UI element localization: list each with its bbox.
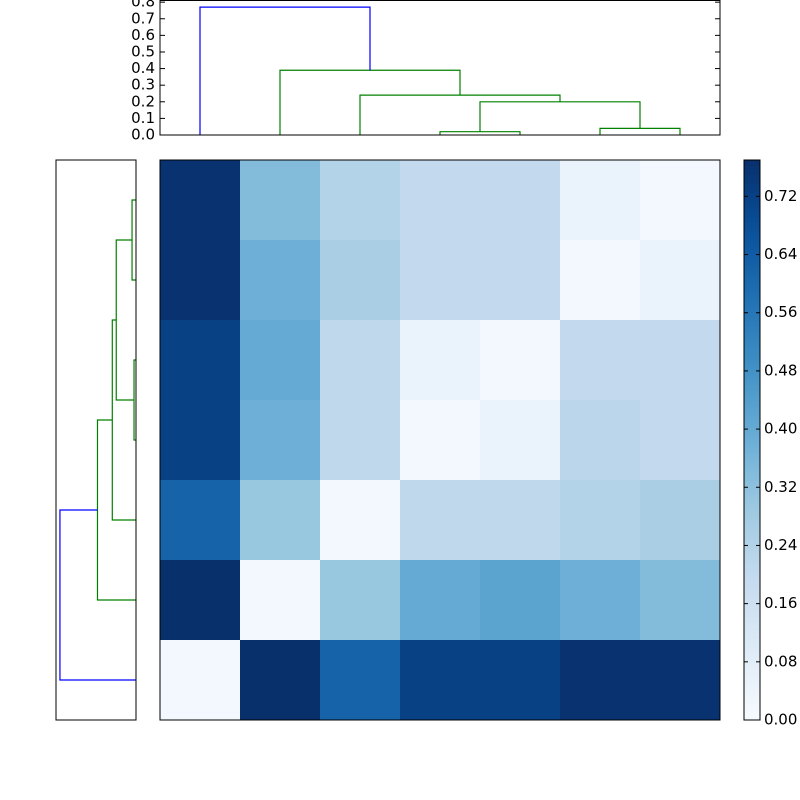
heatmap-cell bbox=[480, 400, 561, 481]
heatmap-cell bbox=[560, 160, 641, 241]
heatmap-cell bbox=[400, 560, 481, 641]
heatmap-cell bbox=[240, 240, 321, 321]
y-tick-label: 0.0 bbox=[131, 126, 155, 144]
heatmap-cell bbox=[640, 480, 721, 561]
heatmap-cell bbox=[480, 240, 561, 321]
heatmap-cell bbox=[240, 480, 321, 561]
heatmap-cell bbox=[160, 560, 241, 641]
heatmap-cell bbox=[400, 320, 481, 401]
heatmap-cell bbox=[160, 240, 241, 321]
heatmap-cell bbox=[320, 320, 401, 401]
heatmap-cell bbox=[560, 240, 641, 321]
dendrogram-link bbox=[359, 94, 561, 135]
dendrogram-link bbox=[279, 69, 461, 135]
y-tick-label: 0.4 bbox=[131, 59, 155, 77]
heatmap-cell bbox=[320, 560, 401, 641]
heatmap-cell bbox=[400, 160, 481, 241]
heatmap-cell bbox=[480, 480, 561, 561]
heatmap-cell bbox=[560, 400, 641, 481]
heatmap-cell bbox=[560, 640, 641, 721]
y-tick-label: 0.2 bbox=[131, 92, 155, 110]
colorbar-tick-label: 0.56 bbox=[764, 303, 797, 321]
heatmap-cell bbox=[640, 400, 721, 481]
y-tick-label: 0.7 bbox=[131, 9, 155, 27]
heatmap-cell bbox=[400, 240, 481, 321]
heatmap-cell bbox=[400, 400, 481, 481]
dendrogram-link bbox=[115, 239, 135, 401]
heatmap-cell bbox=[160, 400, 241, 481]
heatmap-cell bbox=[640, 560, 721, 641]
heatmap-cell bbox=[160, 640, 241, 721]
dendrogram-link bbox=[599, 127, 681, 135]
dendrogram-link bbox=[96, 419, 136, 601]
colorbar-tick-label: 0.16 bbox=[764, 594, 797, 612]
colorbar-tick-label: 0.00 bbox=[764, 711, 797, 729]
heatmap-cell bbox=[240, 160, 321, 241]
y-tick-label: 0.5 bbox=[131, 42, 155, 60]
heatmap-cell bbox=[480, 640, 561, 721]
colorbar-tick-label: 0.40 bbox=[764, 420, 797, 438]
colorbar-tick-label: 0.24 bbox=[764, 536, 797, 554]
colorbar-tick-label: 0.64 bbox=[764, 245, 797, 263]
colorbar-tick-label: 0.32 bbox=[764, 478, 797, 496]
colorbar bbox=[743, 159, 761, 721]
dendrogram-frame bbox=[159, 0, 721, 136]
heatmap-cell bbox=[320, 160, 401, 241]
heatmap-cell bbox=[320, 240, 401, 321]
heatmap-cell bbox=[640, 240, 721, 321]
dendrogram-link bbox=[131, 199, 136, 281]
heatmap-cell bbox=[240, 400, 321, 481]
heatmap-cell bbox=[480, 160, 561, 241]
heatmap-frame bbox=[159, 159, 721, 721]
heatmap-cell bbox=[160, 320, 241, 401]
heatmap-cell bbox=[560, 560, 641, 641]
colorbar-tick-label: 0.48 bbox=[764, 361, 797, 379]
colorbar-tick-label: 0.72 bbox=[764, 187, 797, 205]
heatmap-cell bbox=[560, 320, 641, 401]
heatmap-cell bbox=[240, 320, 321, 401]
y-tick-label: 0.8 bbox=[131, 0, 155, 11]
heatmap-cell bbox=[640, 160, 721, 241]
dendrogram-link bbox=[479, 101, 641, 132]
heatmap-cell bbox=[640, 640, 721, 721]
dendrogram-link bbox=[59, 509, 136, 681]
heatmap-cell bbox=[240, 640, 321, 721]
heatmap-cell bbox=[240, 560, 321, 641]
heatmap-cell bbox=[400, 480, 481, 561]
heatmap-cell bbox=[160, 160, 241, 241]
dendrogram-frame bbox=[55, 159, 137, 721]
y-tick-label: 0.1 bbox=[131, 109, 155, 127]
heatmap-cell bbox=[400, 640, 481, 721]
heatmap-cell bbox=[480, 320, 561, 401]
heatmap-cell bbox=[320, 640, 401, 721]
heatmap-cell bbox=[160, 480, 241, 561]
y-tick-label: 0.3 bbox=[131, 76, 155, 94]
dendrogram-link bbox=[199, 6, 371, 135]
heatmap-cell bbox=[640, 320, 721, 401]
heatmap-cell bbox=[480, 560, 561, 641]
heatmap-cell bbox=[320, 480, 401, 561]
heatmap-cell bbox=[320, 400, 401, 481]
y-tick-label: 0.6 bbox=[131, 26, 155, 44]
heatmap-cell bbox=[560, 480, 641, 561]
colorbar-tick-label: 0.08 bbox=[764, 652, 797, 670]
